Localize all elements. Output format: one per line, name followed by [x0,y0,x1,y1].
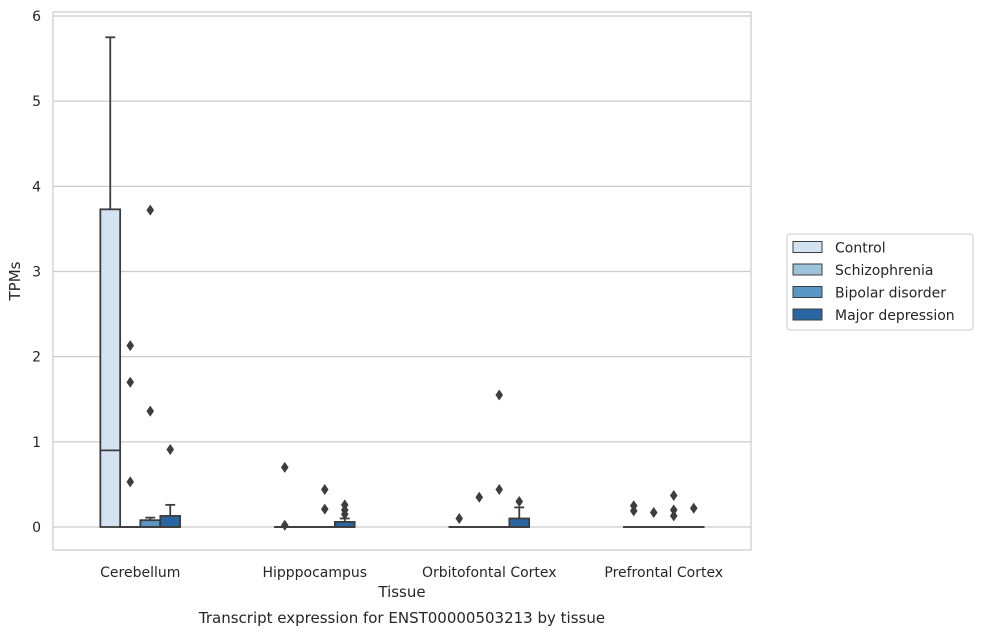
legend-swatch [792,286,823,298]
outlier-point [495,484,504,496]
outlier-point [629,505,638,517]
box-control [273,461,296,531]
x-axis-title: Tissue [377,583,425,601]
outlier-point [515,495,524,507]
y-tick-label: 1 [32,435,41,451]
x-tick-label: Orbitofontal Cortex [422,565,557,581]
box-body [139,519,162,528]
legend-entry-label: Schizophrenia [835,263,933,279]
legend-entry-label: Bipolar disorder [835,286,946,302]
legend-swatch [792,308,823,321]
x-tick-label: Hipppocampus [262,565,367,581]
outlier-point [689,502,698,514]
plot-area-frame [52,11,752,551]
box-major-depression [159,443,182,528]
y-tick-label: 5 [32,94,41,110]
y-tick-label: 0 [32,520,41,536]
outlier-point [126,340,135,352]
box-bipolar-disorder [139,204,162,528]
outlier-point [166,443,175,455]
outlier-point [126,376,135,388]
outlier-point [320,484,329,496]
box-control [99,36,122,528]
outlier-point [320,503,329,515]
legend-swatch [792,241,823,253]
outlier-point [669,510,678,522]
y-tick-label: 4 [32,179,41,195]
outlier-point [280,519,289,531]
x-axis-ticks: Cerebellum Hipppocampus Orbitofontal Corte… [100,565,723,581]
box-body [99,208,122,528]
y-axis-ticks: 0 1 2 3 4 5 6 [32,9,41,536]
outlier-point [669,504,678,516]
outlier-point [146,204,155,216]
box-major-depression [333,499,356,528]
outlier-point [146,405,155,417]
x-tick-label: Prefrontal Cortex [604,565,723,581]
y-tick-label: 2 [32,350,41,366]
legend: Control Schizophrenia Bipolar disorder Majo… [786,233,974,331]
legend-frame [786,233,974,331]
box-major-depression [508,495,531,528]
box-groups [99,36,705,531]
outlier-point [649,507,658,519]
legend-swatch [792,263,823,276]
y-axis-title: TPMs [6,261,24,301]
outlier-point [669,489,678,501]
x-tick-label: Cerebellum [100,565,180,581]
box-bipolar-disorder [313,484,336,528]
box-body [159,515,182,528]
outlier-point [340,508,349,520]
outlier-point [126,476,135,488]
outlier-point [280,461,289,473]
outlier-point [495,389,504,401]
y-tick-label: 3 [32,265,41,281]
box-body [508,517,531,528]
box-major-depression [682,502,705,528]
y-tick-label: 6 [32,9,41,25]
outlier-point [455,512,464,524]
legend-entry-label: Major depression [835,308,955,324]
outlier-point [475,491,484,503]
chart-caption: Transcript expression for ENST0000050321… [198,609,605,627]
legend-entry-label: Control [835,241,886,257]
